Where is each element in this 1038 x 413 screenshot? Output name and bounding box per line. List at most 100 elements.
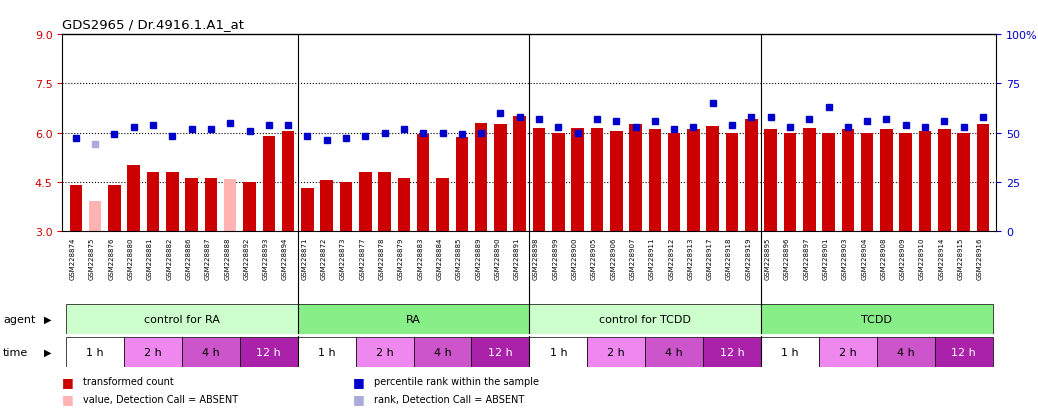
Text: GDS2965 / Dr.4916.1.A1_at: GDS2965 / Dr.4916.1.A1_at xyxy=(62,18,244,31)
Text: GSM228880: GSM228880 xyxy=(128,237,134,280)
Text: ■: ■ xyxy=(62,393,74,406)
Text: ■: ■ xyxy=(353,375,364,388)
Bar xyxy=(282,132,295,231)
Bar xyxy=(861,133,873,231)
Bar xyxy=(186,179,198,231)
Text: value, Detection Call = ABSENT: value, Detection Call = ABSENT xyxy=(83,394,238,404)
Text: GSM228878: GSM228878 xyxy=(379,237,385,280)
Text: GSM228886: GSM228886 xyxy=(186,237,192,280)
Text: GSM228874: GSM228874 xyxy=(70,237,76,279)
Bar xyxy=(456,138,468,231)
Bar xyxy=(629,125,641,231)
Text: GSM228909: GSM228909 xyxy=(900,237,906,280)
Bar xyxy=(934,337,992,367)
Text: GSM228901: GSM228901 xyxy=(822,237,828,280)
Bar xyxy=(146,173,159,231)
Bar xyxy=(591,128,603,231)
Text: GSM228897: GSM228897 xyxy=(803,237,810,280)
Bar xyxy=(108,185,120,231)
Bar xyxy=(339,182,352,231)
Text: GSM228899: GSM228899 xyxy=(552,237,558,280)
Bar xyxy=(784,133,796,231)
Text: ▶: ▶ xyxy=(45,347,52,357)
Bar xyxy=(436,179,448,231)
Text: GSM228900: GSM228900 xyxy=(572,237,577,280)
Bar xyxy=(649,130,661,231)
Bar xyxy=(398,179,410,231)
Bar xyxy=(687,130,700,231)
Bar xyxy=(89,202,102,231)
Bar xyxy=(70,185,82,231)
Text: GSM228882: GSM228882 xyxy=(166,237,172,279)
Bar xyxy=(224,180,237,231)
Bar xyxy=(263,136,275,231)
Bar xyxy=(745,120,758,231)
Text: GSM228908: GSM228908 xyxy=(880,237,886,280)
Bar xyxy=(474,123,488,231)
Text: 12 h: 12 h xyxy=(488,347,513,357)
Text: 4 h: 4 h xyxy=(665,347,683,357)
Text: GSM228917: GSM228917 xyxy=(707,237,713,280)
Bar xyxy=(356,337,413,367)
Bar xyxy=(803,128,816,231)
Text: GSM228915: GSM228915 xyxy=(958,237,963,279)
Text: 2 h: 2 h xyxy=(144,347,162,357)
Text: GSM228913: GSM228913 xyxy=(687,237,693,280)
Bar xyxy=(977,125,989,231)
Text: 12 h: 12 h xyxy=(719,347,744,357)
Text: 4 h: 4 h xyxy=(202,347,220,357)
Bar xyxy=(378,173,391,231)
Text: GSM228910: GSM228910 xyxy=(919,237,925,280)
Text: 4 h: 4 h xyxy=(897,347,914,357)
Bar xyxy=(494,125,507,231)
Text: GSM228889: GSM228889 xyxy=(475,237,482,280)
Text: 4 h: 4 h xyxy=(434,347,452,357)
Text: GSM228872: GSM228872 xyxy=(321,237,327,279)
Bar xyxy=(761,304,992,334)
Bar xyxy=(764,130,776,231)
Text: GSM228893: GSM228893 xyxy=(263,237,269,280)
Text: GSM228911: GSM228911 xyxy=(649,237,655,280)
Text: GSM228883: GSM228883 xyxy=(417,237,424,280)
Text: 1 h: 1 h xyxy=(549,347,567,357)
Text: percentile rank within the sample: percentile rank within the sample xyxy=(374,376,539,387)
Text: time: time xyxy=(3,347,28,357)
Bar xyxy=(529,337,588,367)
Text: GSM228896: GSM228896 xyxy=(784,237,790,280)
Text: GSM228916: GSM228916 xyxy=(977,237,983,280)
Bar xyxy=(166,173,179,231)
Text: transformed count: transformed count xyxy=(83,376,173,387)
Text: rank, Detection Call = ABSENT: rank, Detection Call = ABSENT xyxy=(374,394,524,404)
Bar xyxy=(726,133,738,231)
Bar xyxy=(822,133,835,231)
Bar xyxy=(529,304,761,334)
Bar xyxy=(588,337,646,367)
Bar xyxy=(571,128,584,231)
Bar xyxy=(819,337,877,367)
Text: ■: ■ xyxy=(62,375,74,388)
Text: GSM228891: GSM228891 xyxy=(514,237,520,280)
Text: GSM228884: GSM228884 xyxy=(437,237,442,279)
Text: GSM228881: GSM228881 xyxy=(147,237,153,280)
Text: GSM228877: GSM228877 xyxy=(359,237,365,280)
Text: GSM228904: GSM228904 xyxy=(862,237,867,279)
Text: 1 h: 1 h xyxy=(86,347,104,357)
Bar xyxy=(413,337,471,367)
Bar xyxy=(321,180,333,231)
Text: control for RA: control for RA xyxy=(144,314,220,324)
Bar xyxy=(957,133,969,231)
Bar xyxy=(703,337,761,367)
Bar xyxy=(877,337,934,367)
Text: GSM228894: GSM228894 xyxy=(282,237,289,279)
Text: GSM228914: GSM228914 xyxy=(938,237,945,279)
Bar xyxy=(919,132,931,231)
Text: GSM228898: GSM228898 xyxy=(534,237,539,280)
Text: GSM228890: GSM228890 xyxy=(494,237,500,280)
Bar xyxy=(301,189,313,231)
Text: GSM228918: GSM228918 xyxy=(726,237,732,280)
Bar xyxy=(471,337,529,367)
Bar xyxy=(938,130,951,231)
Text: GSM228885: GSM228885 xyxy=(456,237,462,279)
Text: 12 h: 12 h xyxy=(256,347,281,357)
Bar xyxy=(125,337,182,367)
